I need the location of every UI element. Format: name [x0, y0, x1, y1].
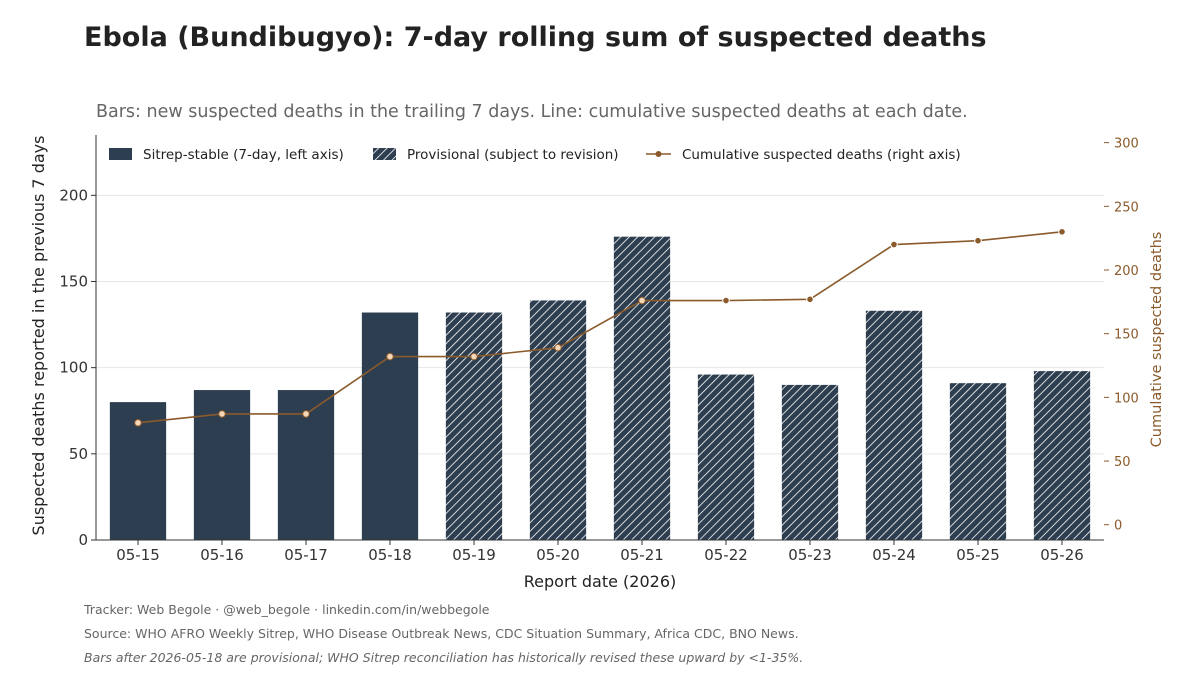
legend-swatch-sitrep	[109, 148, 132, 160]
y-tick-label: 200	[59, 186, 88, 204]
axes: 0 50 100 150 200 05-15 05-16 05-17 05-18 05-19 05-…	[29, 135, 1165, 591]
bar-05-20	[529, 300, 587, 540]
y2-tick-label: 150	[1114, 328, 1139, 343]
cumulative-point-05-20	[554, 343, 562, 352]
cumulative-point-05-16	[218, 410, 226, 418]
cumulative-line-path	[137, 230, 1063, 424]
y2-tick-label: 200	[1114, 264, 1139, 279]
x-tick-label: 05-24	[872, 546, 916, 564]
bar-05-26	[1033, 371, 1091, 540]
bar-05-22	[697, 374, 755, 540]
y2-axis-label: Cumulative suspected deaths	[1149, 232, 1165, 448]
footer-tracker: Tracker: Web Begole · @web_begole · link…	[84, 602, 490, 617]
legend-label-sitrep: Sitrep-stable (7-day, left axis)	[143, 147, 344, 163]
cumulative-line	[134, 227, 1066, 427]
y2-tick-label: 250	[1114, 200, 1139, 215]
legend-swatch-marker	[655, 151, 662, 157]
footer-note: Bars after 2026-05-18 are provisional; W…	[84, 650, 804, 665]
cumulative-point-05-25	[974, 236, 982, 245]
y-tick-label: 150	[59, 272, 88, 290]
x-tick-label: 05-18	[368, 546, 412, 564]
x-tick-label: 05-16	[200, 546, 244, 564]
x-tick-label: 05-20	[536, 546, 580, 564]
bar-05-25	[949, 383, 1007, 540]
x-tick-label: 05-17	[284, 546, 328, 564]
cumulative-point-05-21	[638, 296, 646, 305]
y2-tick-label: 50	[1114, 455, 1131, 470]
legend: Sitrep-stable (7-day, left axis) Provisio…	[109, 147, 961, 163]
x-tick-label: 05-25	[956, 546, 1000, 564]
cumulative-point-05-22	[722, 296, 730, 305]
cumulative-point-05-17	[302, 410, 310, 418]
x-tick-label: 05-21	[620, 546, 664, 564]
bar-05-21	[613, 236, 671, 540]
legend-label-cumulative: Cumulative suspected deaths (right axis)	[682, 147, 961, 163]
bar-05-18	[361, 312, 419, 540]
y2-tick-label: 100	[1114, 391, 1139, 406]
legend-swatch-provisional	[373, 148, 396, 160]
chart-subtitle: Bars: new suspected deaths in the traili…	[96, 102, 968, 122]
x-tick-label: 05-26	[1040, 546, 1084, 564]
x-tick-label: 05-19	[452, 546, 496, 564]
bars	[109, 236, 1091, 540]
x-tick-label: 05-22	[704, 546, 748, 564]
x-tick-label: 05-23	[788, 546, 832, 564]
legend-label-provisional: Provisional (subject to revision)	[407, 147, 619, 163]
y-axis-label: Suspected deaths reported in the previou…	[29, 136, 48, 536]
y-tick-label: 0	[78, 531, 88, 549]
cumulative-point-05-18	[386, 352, 394, 361]
cumulative-point-05-26	[1058, 227, 1066, 236]
x-tick-label: 05-15	[116, 546, 160, 564]
y2-tick-label: 300	[1114, 137, 1139, 152]
bar-05-24	[865, 310, 923, 540]
cumulative-point-05-15	[134, 419, 142, 427]
x-axis-label: Report date (2026)	[524, 572, 677, 591]
y-tick-label: 100	[59, 359, 88, 377]
y2-tick-label: 0	[1114, 519, 1122, 534]
footer-source: Source: WHO AFRO Weekly Sitrep, WHO Dise…	[84, 626, 799, 641]
chart-title: Ebola (Bundibugyo): 7-day rolling sum of…	[84, 22, 987, 53]
cumulative-point-05-24	[890, 240, 898, 249]
cumulative-point-05-19	[470, 352, 478, 361]
bar-05-23	[781, 384, 839, 540]
y-tick-label: 50	[69, 445, 88, 463]
cumulative-point-05-23	[806, 295, 814, 304]
bar-05-19	[445, 312, 503, 540]
